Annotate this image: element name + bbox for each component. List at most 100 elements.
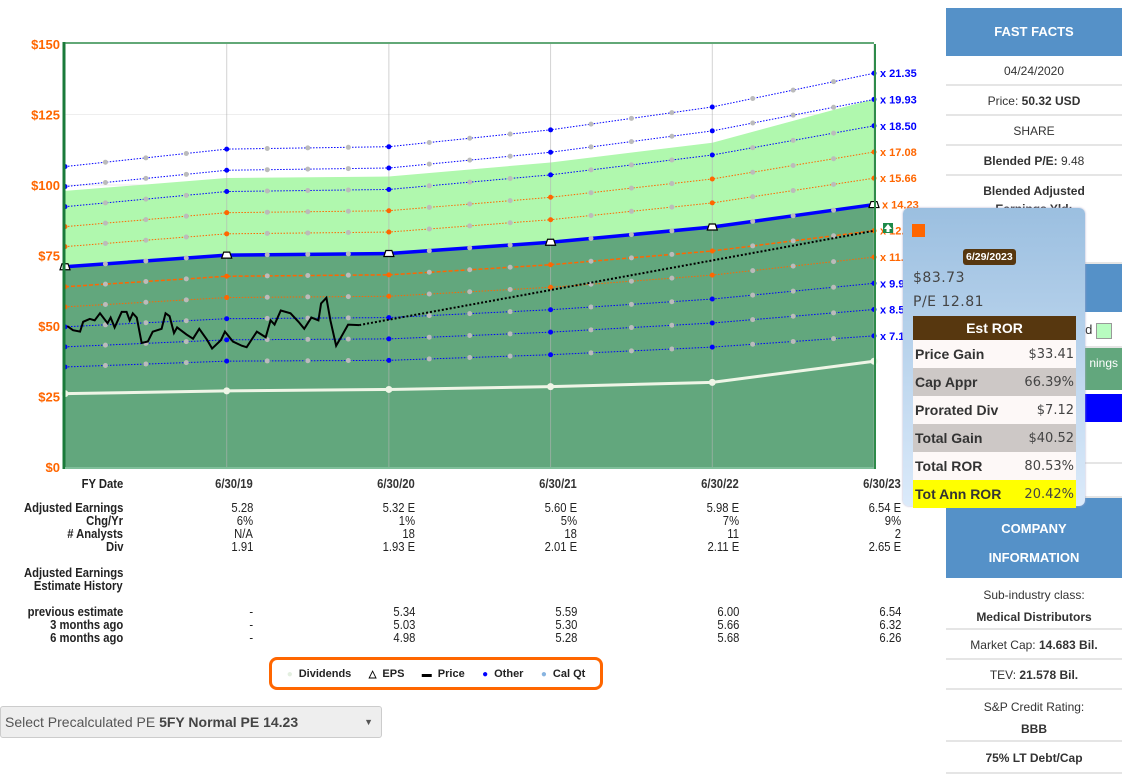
- cal-qt-dot: [264, 315, 270, 321]
- table-row: Adjusted Earnings 5.28 5.32 E 5.60 E 5.98 E 6…: [0, 502, 910, 515]
- cal-qt-dot: [305, 145, 311, 151]
- header-row: FY Date 6/30/19 6/30/20 6/30/21 6/30/22 6/30/…: [0, 478, 910, 491]
- sp-value: BBB: [1021, 722, 1047, 736]
- cell-value: -: [249, 605, 253, 619]
- cell-value: 11: [727, 527, 739, 541]
- cal-qt-dot: [345, 294, 351, 300]
- cal-qt-dot: [628, 232, 634, 238]
- cal-qt-dot: [750, 96, 756, 102]
- cal-qt-dot: [426, 248, 432, 254]
- cal-qt-dot: [790, 213, 796, 219]
- cal-qt-dot: [831, 156, 837, 162]
- legend-item-cal-qt[interactable]: ● Cal Qt: [541, 668, 585, 680]
- cal-qt-dot: [426, 139, 432, 145]
- cal-qt-dot: [183, 171, 189, 177]
- cell-value: -: [249, 631, 253, 645]
- cal-qt-dot: [628, 278, 634, 284]
- cal-qt-dot: [790, 112, 796, 118]
- cal-qt-dot: [305, 294, 311, 300]
- pe-point: [709, 248, 715, 254]
- cal-qt-dot: [669, 228, 675, 234]
- price-marker-icon: ▬: [421, 668, 432, 680]
- legend-item-eps[interactable]: △ EPS: [369, 668, 405, 680]
- cal-qt-dot: [345, 358, 351, 364]
- cell-value: 5.28: [555, 631, 577, 645]
- cal-qt-dot: [305, 358, 311, 364]
- y-tick-label: $125: [31, 108, 60, 123]
- pe-point: [224, 337, 230, 343]
- pe-point: [224, 167, 230, 173]
- cal-qt-dot: [628, 162, 634, 168]
- cal-qt-dot: [790, 288, 796, 294]
- cal-qt-dot: [507, 131, 513, 137]
- pe-point: [224, 146, 230, 152]
- cell-value: 2.11 E: [707, 540, 739, 554]
- pe-point: [386, 315, 392, 321]
- tooltip-date: 6/29/2023: [963, 249, 1016, 265]
- series-color-square: [912, 224, 925, 237]
- cal-qt-dot: [467, 245, 473, 251]
- sp-label: S&P Credit Rating:: [983, 700, 1085, 714]
- cal-qt-dot: [143, 258, 149, 264]
- row-label: Chg/Yr: [86, 514, 123, 528]
- cal-qt-dot: [507, 353, 513, 359]
- cal-qt-dot: [669, 322, 675, 328]
- cell-value: 1%: [398, 514, 415, 528]
- cal-qt-dot: [426, 161, 432, 167]
- cal-qt-dot: [305, 230, 311, 236]
- pe-point: [224, 358, 230, 364]
- legend-item-price[interactable]: ▬ Price: [422, 668, 465, 680]
- est-ror-title: Est ROR: [913, 316, 1076, 340]
- pe-point: [224, 231, 230, 237]
- cal-qt-dot: [102, 281, 108, 287]
- cal-qt-dot: [588, 350, 594, 356]
- cal-qt-dot: [507, 331, 513, 337]
- cal-qt-dot: [628, 301, 634, 307]
- cal-qt-dot: [426, 291, 432, 297]
- fact-sp-rating: S&P Credit Rating: BBB: [946, 690, 1122, 742]
- precalculated-pe-select[interactable]: Select Precalculated PE 5FY Normal PE 14…: [0, 706, 382, 738]
- cal-qt-dot: [264, 358, 270, 364]
- pe-label: x 9.96: [880, 278, 911, 290]
- cell-value: 5.66: [717, 618, 739, 632]
- y-tick-label: $25: [38, 390, 60, 405]
- pe-point: [709, 104, 715, 110]
- cal-qt-dot: [790, 137, 796, 143]
- cell-value: 1.91: [231, 540, 253, 554]
- cal-qt-dot: [183, 297, 189, 303]
- cal-qt-dot: [790, 263, 796, 269]
- company-info-header: COMPANY INFORMATION: [946, 498, 1122, 578]
- pe-point: [548, 307, 554, 313]
- price-projection-line: [359, 229, 874, 327]
- ror-key: Price Gain: [913, 340, 1016, 368]
- legend-label: EPS: [382, 667, 405, 680]
- cal-qt-dot: [143, 217, 149, 223]
- pe-point: [709, 128, 715, 134]
- tev-label: TEV:: [989, 668, 1017, 682]
- pe-point: [548, 262, 554, 268]
- dividend-point: [547, 383, 555, 391]
- tooltip-pe: P/E 12.81: [913, 294, 985, 310]
- cal-qt-dot: [669, 133, 675, 139]
- cal-qt-dot: [628, 139, 634, 145]
- legend-item-other[interactable]: ● Other: [482, 668, 523, 680]
- cal-qt-dot: [183, 276, 189, 282]
- pe-point: [386, 357, 392, 363]
- cell-value: 5.59: [555, 605, 577, 619]
- cell-value: 6.26: [879, 631, 901, 645]
- history-row: previous estimate - 5.34 5.59 6.00 6.54: [0, 606, 910, 619]
- pe-point: [709, 344, 715, 350]
- cal-qt-dot: [467, 201, 473, 207]
- legend-label: Cal Qt: [552, 667, 586, 680]
- share-button[interactable]: SHARE: [946, 116, 1122, 146]
- cal-qt-dot: [426, 313, 432, 319]
- pe-point: [548, 172, 554, 178]
- history-title: Adjusted Earnings: [0, 567, 910, 580]
- ror-key: Tot Ann ROR: [913, 480, 1016, 508]
- price-value: 50.32 USD: [1021, 94, 1081, 108]
- cal-qt-dot: [467, 157, 473, 163]
- cal-qt-dot: [345, 272, 351, 278]
- legend-item-dividends[interactable]: ● Dividends: [287, 668, 352, 680]
- cal-qt-dot: [588, 235, 594, 241]
- eps-marker: [220, 251, 233, 259]
